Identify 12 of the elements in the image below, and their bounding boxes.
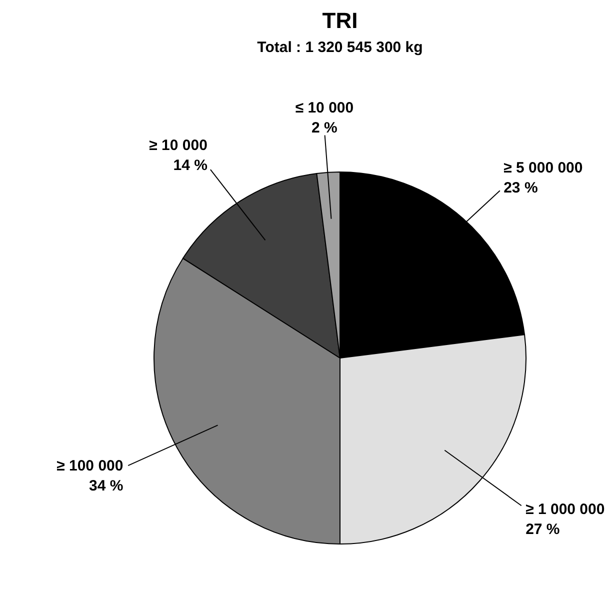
slice-label: ≥ 10 000	[149, 136, 208, 154]
slice-label: ≥ 5 000 000	[504, 160, 583, 177]
chart-title: TRI	[322, 8, 358, 33]
data-label: 2 %	[312, 120, 338, 137]
data-label: 23 %	[504, 180, 538, 197]
slice-label: ≤ 10 000	[295, 100, 354, 117]
slice-label: ≥ 1 000 000	[526, 500, 605, 518]
chart-subtitle: Total : 1 320 545 300 kg	[257, 39, 423, 56]
data-label: 27 %	[526, 520, 560, 538]
data-label: 14 %	[173, 156, 208, 174]
slice-label: ≥ 100 000	[56, 457, 124, 474]
data-label: 34 %	[89, 477, 124, 494]
